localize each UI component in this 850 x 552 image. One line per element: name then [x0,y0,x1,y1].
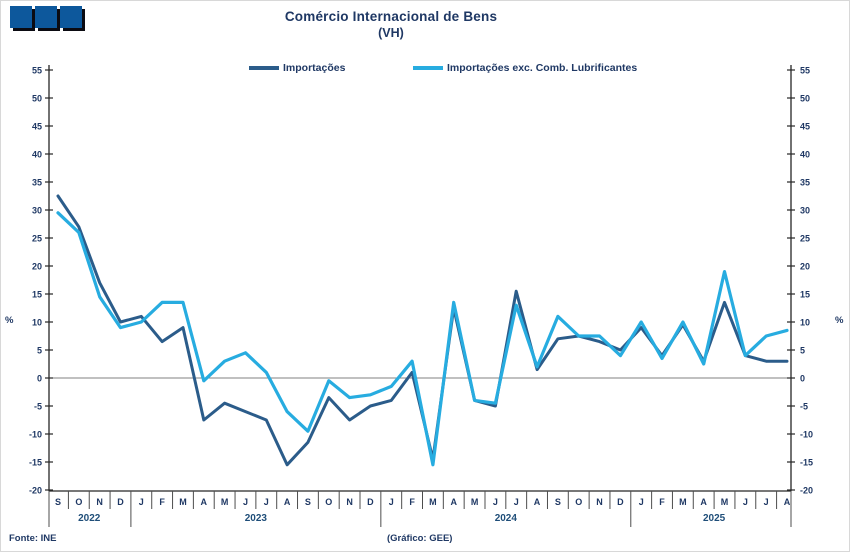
y-tick-label-left: 40 [32,150,42,160]
y-tick-label-right: -5 [800,402,808,412]
chart-subtitle: (VH) [378,26,404,40]
y-tick-label-left: -10 [29,430,42,440]
y-axis-unit-right: % [835,315,844,326]
month-label: J [389,497,394,507]
month-label: N [96,497,103,507]
logo-square [10,6,32,28]
month-label: M [429,497,437,507]
month-label: J [514,497,519,507]
month-label: D [117,497,124,507]
series-line-importacoes-exc [56,211,789,467]
month-label: J [639,497,644,507]
month-label: M [471,497,479,507]
y-tick-label-left: 25 [32,234,42,244]
source-note: Fonte: INE [9,533,57,544]
y-tick-label-right: -10 [800,430,813,440]
month-label: N [596,497,603,507]
y-tick-label-right: 20 [800,262,810,272]
month-label: F [159,497,165,507]
y-tick-label-right: 35 [800,178,810,188]
month-label: A [784,497,791,507]
month-label: A [450,497,457,507]
month-label: S [555,497,561,507]
month-label: M [679,497,687,507]
legend-label-importacoes-exc: Importações exc. Comb. Lubrificantes [447,62,638,74]
legend-label-importacoes: Importações [283,62,346,74]
month-label: J [139,497,144,507]
month-label: S [305,497,311,507]
month-label: N [346,497,353,507]
legend-swatch-importacoes-exc [413,66,443,70]
month-label: A [284,497,291,507]
month-label: O [75,497,82,507]
y-tick-label-left: 0 [37,374,42,384]
y-tick-label-right: -15 [800,458,813,468]
y-tick-label-left: 30 [32,206,42,216]
y-tick-label-right: 5 [800,346,805,356]
month-label: M [179,497,187,507]
y-tick-label-left: 5 [37,346,42,356]
y-tick-label-left: 35 [32,178,42,188]
y-tick-label-right: 0 [800,374,805,384]
logo-square [60,6,82,28]
month-label: M [721,497,729,507]
year-label: 2023 [245,513,268,524]
y-tick-label-right: 55 [800,66,810,76]
month-label: F [409,497,415,507]
y-tick-label-left: -5 [34,402,42,412]
y-tick-label-left: 20 [32,262,42,272]
month-label: O [575,497,582,507]
y-tick-label-left: 45 [32,122,42,132]
month-label: A [201,497,208,507]
month-label: M [221,497,229,507]
legend-item-importacoes: Importações [249,62,345,74]
month-label: D [617,497,624,507]
month-label: J [493,497,498,507]
y-tick-label-right: 45 [800,122,810,132]
month-label: O [325,497,332,507]
y-tick-label-right: 50 [800,94,810,104]
month-label: D [367,497,374,507]
y-tick-label-right: 15 [800,290,810,300]
month-label: A [700,497,707,507]
year-label: 2024 [495,513,518,524]
credit-note: (Gráfico: GEE) [387,533,453,544]
year-label: 2022 [78,513,101,524]
y-tick-label-left: 10 [32,318,42,328]
legend-swatch-importacoes [249,66,279,70]
month-label: S [55,497,61,507]
month-label: J [764,497,769,507]
month-label: F [659,497,665,507]
y-tick-label-right: 25 [800,234,810,244]
y-tick-label-left: 15 [32,290,42,300]
year-label: 2025 [703,513,726,524]
y-axis-unit-left: % [5,315,14,326]
y-tick-label-left: -15 [29,458,42,468]
title-block: Comércio Internacional de Bens (VH) [191,9,591,40]
y-tick-label-right: 10 [800,318,810,328]
month-label: J [264,497,269,507]
y-tick-label-right: 30 [800,206,810,216]
y-tick-label-right: -20 [800,486,813,496]
y-tick-label-left: 55 [32,66,42,76]
chart-title: Comércio Internacional de Bens [284,9,498,24]
logo-square [35,6,57,28]
y-tick-label-right: 40 [800,150,810,160]
legend-item-importacoes-exc: Importações exc. Comb. Lubrificantes [413,62,637,74]
y-tick-label-left: 50 [32,94,42,104]
month-label: A [534,497,541,507]
month-label: J [743,497,748,507]
gee-logo [10,6,85,28]
y-tick-label-left: -20 [29,486,42,496]
month-label: J [243,497,248,507]
